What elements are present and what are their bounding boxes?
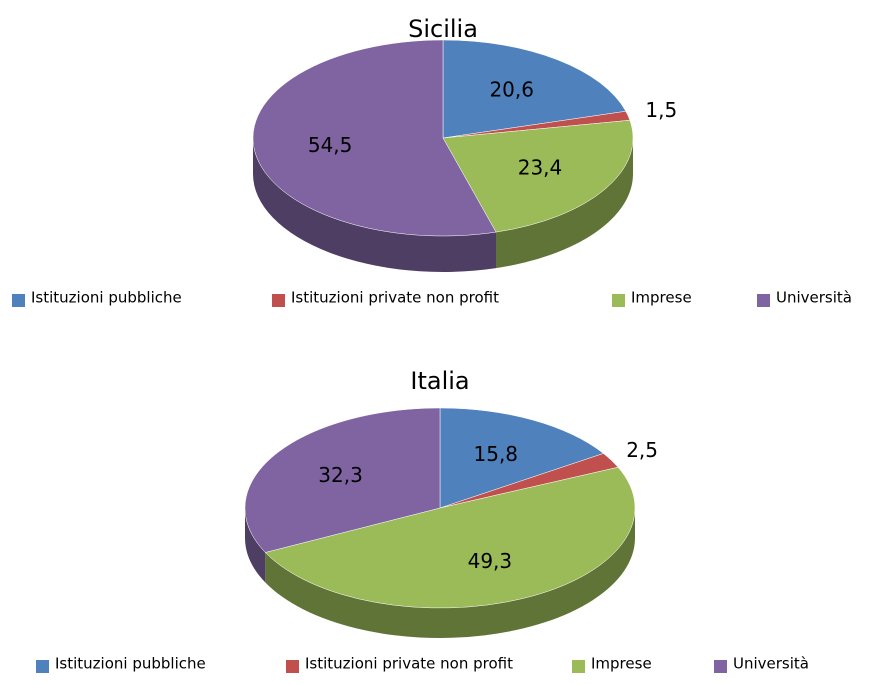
- data-label: 23,4: [518, 155, 563, 179]
- legend-label: Istituzioni pubbliche: [55, 655, 206, 673]
- data-label: 49,3: [468, 549, 513, 573]
- slice: [442, 39, 627, 139]
- legend-label: Istituzioni private non profit: [305, 655, 513, 673]
- legend-label: Università: [733, 655, 809, 673]
- legend-swatch: [757, 294, 770, 307]
- slice: [244, 407, 441, 553]
- data-label: 20,6: [489, 78, 534, 102]
- legend-label: Università: [776, 289, 852, 307]
- slice: [442, 119, 634, 233]
- slice-side: [265, 508, 635, 638]
- legend-label: Imprese: [631, 289, 692, 307]
- legend-swatch: [612, 294, 625, 307]
- slice: [264, 466, 636, 609]
- legend-swatch: [572, 660, 585, 673]
- chart-title: Italia: [410, 367, 469, 395]
- legend-swatch: [272, 294, 285, 307]
- slice: [439, 407, 604, 509]
- slice-side: [253, 138, 497, 273]
- slice-side: [245, 508, 266, 583]
- data-label: 32,3: [318, 463, 363, 487]
- legend-swatch: [714, 660, 727, 673]
- data-label: 15,8: [474, 442, 519, 466]
- slice: [252, 39, 497, 237]
- legend-label: Istituzioni pubbliche: [31, 289, 182, 307]
- legend-label: Imprese: [591, 655, 652, 673]
- legend-swatch: [286, 660, 299, 673]
- data-label: 1,5: [645, 98, 677, 122]
- slice-side: [496, 138, 633, 269]
- legend-swatch: [36, 660, 49, 673]
- data-label: 2,5: [626, 438, 658, 462]
- chart-title: Sicilia: [408, 15, 478, 43]
- legend-label: Istituzioni private non profit: [291, 289, 499, 307]
- data-label: 54,5: [308, 133, 353, 157]
- legend-swatch: [12, 294, 25, 307]
